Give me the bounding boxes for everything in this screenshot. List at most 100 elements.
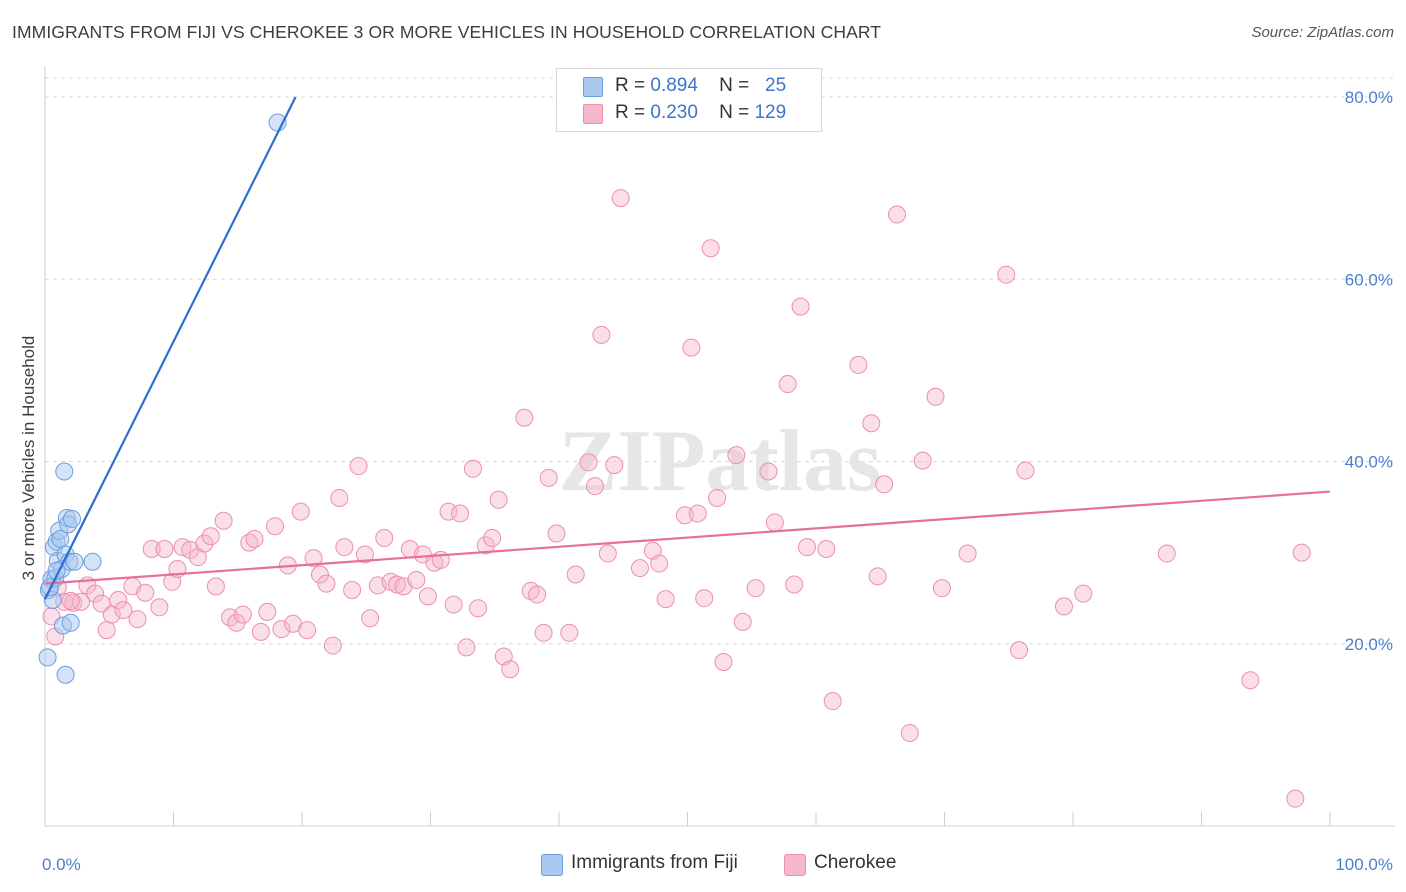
cherokee-point xyxy=(875,475,894,494)
fiji-point xyxy=(56,665,75,684)
cherokee-point xyxy=(407,570,426,589)
cherokee-point xyxy=(343,580,362,599)
trend-lines xyxy=(44,96,1331,600)
bottom-legend-fiji-label: Immigrants from Fiji xyxy=(571,852,738,873)
fiji-point xyxy=(55,462,74,481)
y-tick-label: 20.0% xyxy=(1345,635,1393,654)
cherokee-point xyxy=(560,623,579,642)
cherokee-point xyxy=(695,589,714,608)
cherokee-trend-line xyxy=(44,490,1331,585)
fiji-point xyxy=(83,552,102,571)
cherokee-point xyxy=(214,511,233,530)
cherokee-point xyxy=(476,536,495,555)
cherokee-point xyxy=(240,533,259,552)
legend-n-label: N = xyxy=(719,102,750,123)
cherokee-point xyxy=(605,456,624,475)
bottom-legend-cherokee-label: Cherokee xyxy=(814,852,897,873)
cherokee-point xyxy=(759,462,778,481)
cherokee-point xyxy=(592,325,611,344)
cherokee-point xyxy=(361,609,380,628)
cherokee-point xyxy=(355,545,374,564)
cherokee-point xyxy=(547,524,566,543)
fiji-trend-line xyxy=(44,96,297,600)
cherokee-point xyxy=(457,638,476,657)
cherokee-point xyxy=(701,239,720,258)
cherokee-point xyxy=(483,529,502,548)
cherokee-point xyxy=(849,355,868,374)
cherokee-point xyxy=(727,446,746,465)
cherokee-point xyxy=(64,593,83,612)
cherokee-point xyxy=(1074,584,1093,603)
cherokee-point xyxy=(330,488,349,507)
cherokee-point xyxy=(1157,544,1176,563)
cherokee-point xyxy=(258,602,277,621)
cherokee-point xyxy=(765,513,784,532)
cherokee-point xyxy=(1286,789,1305,808)
cherokee-point xyxy=(585,477,604,496)
fiji-point xyxy=(62,509,81,528)
cherokee-point xyxy=(451,504,470,523)
y-tick-labels: 20.0% 40.0% 60.0% 80.0% xyxy=(1345,88,1393,654)
cherokee-point xyxy=(1241,671,1260,690)
grid-lines xyxy=(45,77,1395,645)
fiji-point xyxy=(65,552,84,571)
cherokee-point xyxy=(1016,461,1035,480)
cherokee-point xyxy=(1292,543,1311,562)
cherokee-point xyxy=(335,538,354,557)
legend-swatch-fiji xyxy=(583,77,603,97)
cherokee-point xyxy=(746,579,765,598)
cherokee-point xyxy=(469,599,488,618)
cherokee-point xyxy=(206,577,225,596)
cherokee-point xyxy=(245,529,264,548)
cherokee-point xyxy=(323,636,342,655)
legend-n-value-cherokee: 129 xyxy=(754,102,787,123)
cherokee-point xyxy=(791,297,810,316)
cherokee-point xyxy=(778,375,797,394)
fiji-point xyxy=(61,613,80,632)
legend-n-label: N = xyxy=(719,75,750,96)
cherokee-point xyxy=(97,621,116,640)
cherokee-point xyxy=(817,539,836,558)
cherokee-point xyxy=(785,575,804,594)
cherokee-point xyxy=(823,692,842,711)
cherokee-point xyxy=(1055,597,1074,616)
cherokee-point xyxy=(650,554,669,573)
cherokee-point xyxy=(201,527,220,546)
cherokee-point xyxy=(195,534,214,553)
bottom-swatch-fiji xyxy=(541,854,563,876)
cherokee-point xyxy=(444,595,463,614)
legend-r-label: R = xyxy=(615,75,646,96)
cherokee-point xyxy=(310,565,329,584)
stats-legend: R = 0.894 N = 25 R = 0.230 N = 129 xyxy=(556,68,822,132)
x-tick-labels: 0.0% 100.0% xyxy=(42,855,1393,874)
cherokee-point xyxy=(708,488,727,507)
cherokee-point xyxy=(233,605,252,624)
cherokee-point xyxy=(913,451,932,470)
cherokee-point xyxy=(272,620,291,639)
cherokee-point xyxy=(298,621,317,640)
cherokee-point xyxy=(489,490,508,509)
cherokee-point xyxy=(266,517,285,536)
chart-title: IMMIGRANTS FROM FIJI VS CHEROKEE 3 OR MO… xyxy=(12,22,882,42)
fiji-point xyxy=(38,648,57,667)
cherokee-point xyxy=(630,559,649,578)
cherokee-point xyxy=(539,468,558,487)
cherokee-point xyxy=(114,601,133,620)
legend-r-value-cherokee: 0.230 xyxy=(650,102,698,123)
cherokee-point xyxy=(136,583,155,602)
cherokee-point xyxy=(150,598,169,617)
cherokee-point xyxy=(61,591,80,610)
cherokee-point xyxy=(733,612,752,631)
cherokee-point xyxy=(598,544,617,563)
cherokee-point xyxy=(656,590,675,609)
cherokee-point xyxy=(86,584,105,603)
cherokee-point xyxy=(71,592,90,611)
cherokee-point xyxy=(463,459,482,478)
cherokee-point xyxy=(1010,641,1029,660)
cherokee-point xyxy=(579,453,598,472)
cherokee-series xyxy=(42,189,1311,808)
cherokee-point xyxy=(439,502,458,521)
cherokee-point xyxy=(958,544,977,563)
cherokee-point xyxy=(142,539,161,558)
